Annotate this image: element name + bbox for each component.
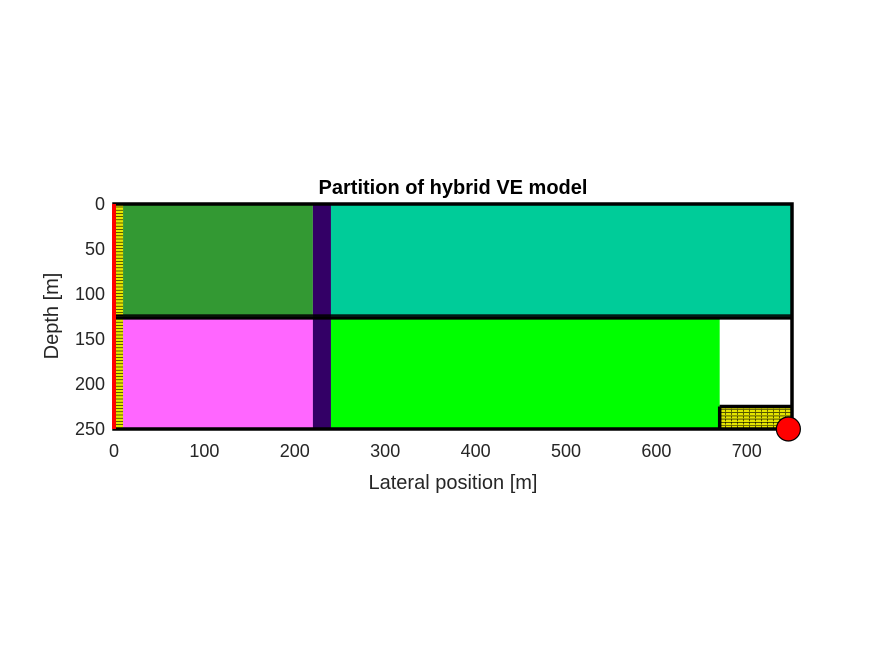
x-tick-label: 100 [189,441,219,461]
y-tick-label: 250 [75,419,105,439]
x-axis-label: Lateral position [m] [369,472,538,494]
lower-right-block [330,319,720,429]
y-tick-label: 100 [75,284,105,304]
x-tick-label: 400 [461,441,491,461]
boundary-lines [114,314,792,429]
axes [112,202,794,431]
x-tick-label: 0 [109,441,119,461]
x-tick-label: 600 [641,441,671,461]
y-tick-label: 150 [75,329,105,349]
y-tick-label: 50 [85,239,105,259]
well-marker [775,416,801,442]
x-tick-label: 200 [280,441,310,461]
markers [775,416,801,442]
tick-labels: 0 100 200 300 400 500 600 700 0 50 100 150 200 250 [75,194,762,461]
y-tick-label: 0 [95,194,105,214]
upper-left-block [123,204,313,317]
upper-right-block [330,204,792,317]
x-tick-label: 500 [551,441,581,461]
x-tick-label: 700 [732,441,762,461]
lower-left-block [123,319,313,429]
chart-title: Partition of hybrid VE model [319,177,588,199]
y-tick-label: 200 [75,374,105,394]
x-tick-label: 300 [370,441,400,461]
y-axis-label: Depth [m] [41,273,63,360]
